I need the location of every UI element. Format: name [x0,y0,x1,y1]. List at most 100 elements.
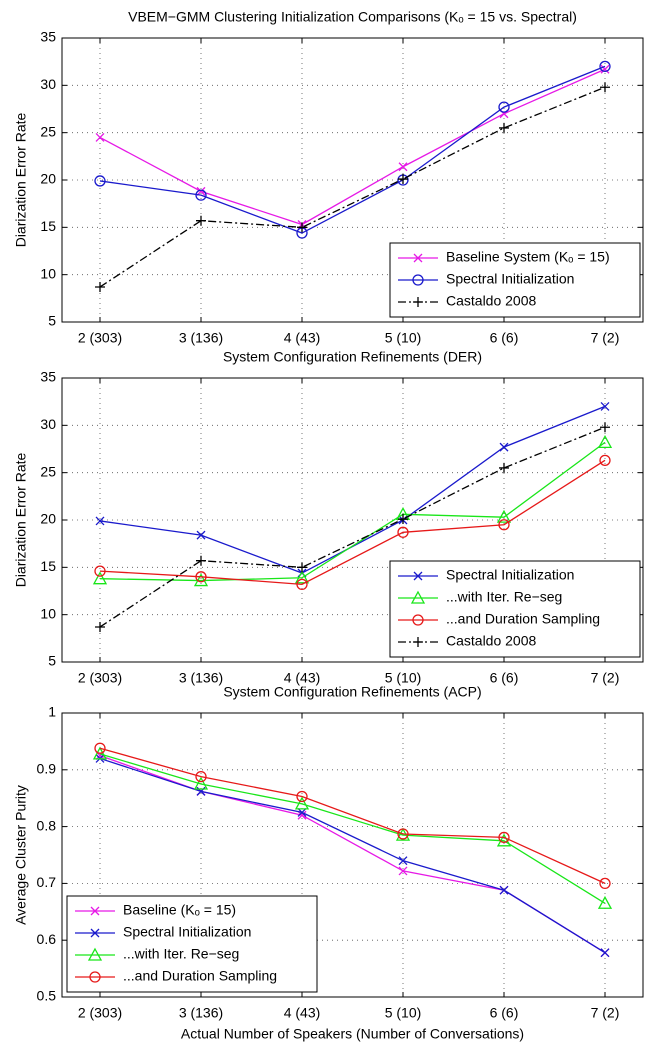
x-tick-label: 5 (10) [385,670,422,686]
marker-x [398,866,408,876]
data-point [296,578,308,591]
legend-label: ...and Duration Sampling [123,968,277,984]
data-point [92,746,108,760]
data-point [397,526,409,538]
y-axis-label: Diarization Error Rate [13,452,29,587]
y-tick-label: 25 [40,123,56,139]
legend-label: ...with Iter. Re−seg [123,946,239,962]
x-axis-label: Actual Number of Speakers (Number of Con… [181,1026,524,1042]
data-point [294,570,310,584]
series-line [99,459,606,586]
data-point [496,833,512,847]
data-point [496,509,512,523]
data-point [95,132,105,142]
marker-triangle [597,435,613,449]
data-point [498,519,510,531]
x-tick-label: 4 (43) [284,1005,321,1021]
data-point [599,454,611,467]
legend-label: Baseline System (Kₒ = 15) [446,249,610,265]
y-tick-label: 5 [48,653,56,669]
series-line [99,68,606,226]
legend-marker [412,274,424,286]
marker-x [600,948,610,958]
marker-x [413,571,423,581]
x-tick-label: 7 (2) [591,670,620,686]
y-tick-label: 35 [40,369,56,385]
marker-circle [599,877,611,890]
marker-plus [398,174,408,185]
data-point [599,877,611,890]
chart-title: System Configuration Refinements (ACP) [223,684,481,700]
marker-plus [196,555,206,566]
legend-marker [413,571,423,581]
plot-frame [61,37,644,323]
data-point [94,742,106,754]
data-point [499,462,509,473]
legend-label: Spectral Initialization [123,924,251,940]
chart-title: VBEM−GMM Clustering Initialization Compa… [128,9,577,25]
marker-x [90,906,100,916]
marker-x [600,64,610,74]
data-point [297,222,307,233]
marker-circle [195,571,207,583]
series-line [99,86,606,288]
y-tick-label: 0.6 [37,931,57,947]
series-line [99,65,606,234]
data-point [600,64,610,74]
series-line [99,426,606,628]
legend-label: Spectral Initialization [446,271,574,287]
marker-circle [296,578,308,591]
legend-marker [89,971,101,983]
marker-triangle [597,895,613,909]
marker-plus [600,422,610,433]
x-tick-label: 3 (136) [179,330,223,346]
x-tick-label: 4 (43) [284,330,321,346]
marker-triangle [92,746,108,760]
y-tick-label: 1 [48,704,56,720]
data-point [195,189,207,201]
y-axis-label: Average Cluster Purity [13,785,29,925]
x-tick-label: 5 (10) [385,1005,422,1021]
series-line [99,405,606,574]
marker-x [95,516,105,526]
data-point [193,776,209,790]
marker-plus [297,222,307,233]
legend-label: Spectral Initialization [446,567,574,583]
marker-x [413,253,423,263]
legend-marker [412,614,424,626]
legend-marker [410,590,426,604]
series-line [99,753,606,904]
data-point [398,866,408,876]
marker-x [600,401,610,411]
marker-circle [89,971,101,983]
x-tick-label: 2 (303) [78,330,122,346]
plot-frame [61,712,644,998]
y-tick-label: 15 [40,218,56,234]
marker-triangle [496,833,512,847]
data-point [296,790,308,803]
data-point [597,895,613,909]
data-point [196,555,206,566]
x-tick-label: 6 (6) [490,670,519,686]
marker-plus [95,621,105,632]
marker-x [297,810,307,820]
data-point [398,514,408,525]
y-tick-label: 10 [40,605,56,621]
y-tick-label: 5 [48,313,56,329]
data-point [599,60,611,73]
data-point [398,856,408,866]
data-point [195,571,207,583]
marker-triangle [92,571,108,585]
marker-circle [397,526,409,538]
marker-circle [94,565,106,577]
marker-circle [296,790,308,803]
data-point [498,101,510,113]
marker-plus [600,82,610,93]
data-point [95,516,105,526]
marker-circle [498,831,510,844]
data-point [297,810,307,820]
x-tick-label: 6 (6) [490,330,519,346]
data-point [294,796,310,810]
marker-x [398,162,408,172]
